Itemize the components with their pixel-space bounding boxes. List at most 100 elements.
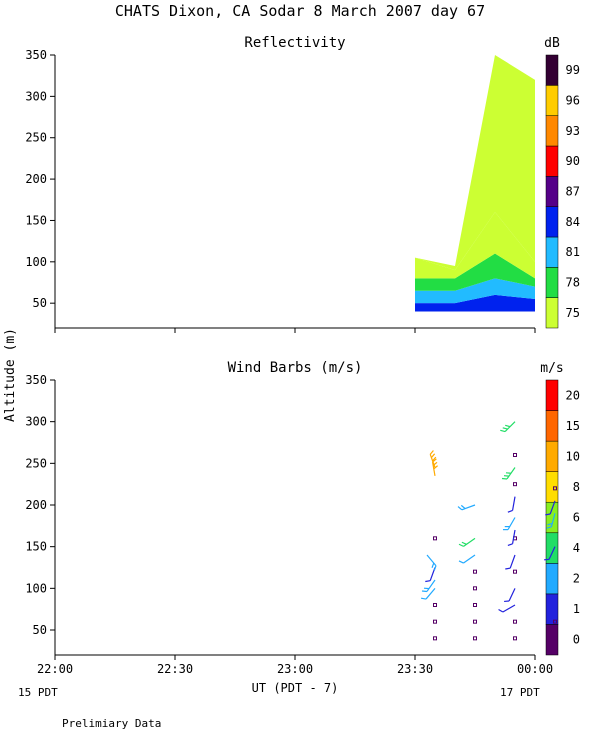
colorbar-label: 15 <box>566 419 580 433</box>
reflectivity-layer <box>415 253 535 291</box>
calm-marker <box>513 482 517 487</box>
wind-barb-feather <box>425 580 431 583</box>
wind-barb-staff <box>461 504 476 511</box>
panel-0: Reflectivity 50 100 150 200 250 300 350 dB 75 78 81… <box>25 35 580 333</box>
y-tick-label: 50 <box>33 623 47 637</box>
colorbar-swatch <box>545 145 559 177</box>
x-tick-label: 23:00 <box>277 662 313 676</box>
colorbar-swatch <box>545 379 559 411</box>
calm-marker <box>473 619 477 624</box>
wind-barb-staff <box>548 546 556 560</box>
wind-barb-feather <box>546 526 552 529</box>
colorbar-swatch <box>545 267 559 298</box>
calm-marker <box>513 453 517 457</box>
wind-barb-feather <box>431 562 435 568</box>
panel-title: Wind Barbs (m/s) <box>228 360 363 376</box>
wind-barb-feather <box>432 456 437 462</box>
y-tick-label: 250 <box>25 131 47 145</box>
wind-barb-staff <box>511 496 516 511</box>
colorbar-label: 84 <box>566 215 580 229</box>
calm-marker <box>513 619 517 624</box>
y-tick-label: 200 <box>25 498 47 512</box>
calm-marker <box>553 486 557 491</box>
wind-barb-feather <box>505 424 511 428</box>
wind-barb-feather <box>547 522 553 526</box>
colorbar-swatch <box>545 297 559 329</box>
wind-barb-staff <box>425 587 436 600</box>
wind-barb-feather <box>430 453 436 459</box>
wind-barb-feather <box>498 608 504 613</box>
wind-barb-feather <box>507 543 513 547</box>
calm-marker <box>553 619 557 624</box>
wind-barb-feather <box>505 567 511 570</box>
reflectivity-layer <box>415 55 535 271</box>
wind-barb-feather <box>433 565 437 571</box>
colorbar-swatch <box>545 176 559 207</box>
x-tick-label: 22:30 <box>157 662 193 676</box>
y-tick-label: 200 <box>25 172 47 186</box>
calm-marker <box>513 636 517 641</box>
colorbar-label: 10 <box>566 449 580 463</box>
colorbar-label: 81 <box>566 245 580 259</box>
colorbar-label: 93 <box>566 124 580 138</box>
wind-barb-staff <box>550 513 556 528</box>
panel-title: Reflectivity <box>244 35 345 51</box>
colorbar-swatch <box>545 236 559 268</box>
wind-barb-feather <box>460 504 466 510</box>
x-axis-label: UT (PDT - 7) <box>252 681 339 695</box>
wind-barb-feather <box>502 427 508 430</box>
wind-barb-staff <box>511 529 516 544</box>
preliminary-note: Prelimiary Data <box>62 717 161 730</box>
colorbar-unit: m/s <box>540 361 563 376</box>
colorbar-label: 96 <box>566 94 580 108</box>
colorbar-swatch <box>545 54 559 86</box>
colorbar-label: 4 <box>573 541 580 555</box>
y-tick-label: 300 <box>25 89 47 103</box>
colorbar-swatch <box>545 563 559 595</box>
wind-barb-feather <box>545 513 551 516</box>
colorbar-swatch <box>545 115 559 147</box>
calm-marker <box>473 586 477 591</box>
calm-marker <box>513 569 517 574</box>
x-tick-label: 00:00 <box>517 662 553 676</box>
wind-barb-staff <box>463 554 476 564</box>
colorbar-swatch <box>545 440 559 472</box>
wind-barb-staff <box>507 517 516 530</box>
wind-barb-staff <box>426 554 437 567</box>
calm-marker <box>473 569 477 574</box>
colorbar-label: 6 <box>573 511 580 525</box>
wind-barb-feather <box>429 450 434 455</box>
y-tick-label: 100 <box>25 581 47 595</box>
wind-barb-staff <box>502 604 516 613</box>
y-tick-label: 300 <box>25 415 47 429</box>
reflectivity-layer <box>415 212 535 279</box>
end-date-label: 17 PDT <box>500 686 540 699</box>
wind-barb-feather <box>420 597 427 600</box>
colorbar-label: 20 <box>566 388 580 402</box>
reflectivity-layer <box>415 294 535 312</box>
calm-marker <box>553 636 557 641</box>
wind-barb-feather <box>458 543 464 547</box>
start-date-label: 15 PDT <box>18 686 58 699</box>
wind-barb-feather <box>458 560 464 564</box>
calm-marker <box>433 636 437 641</box>
y-tick-label: 250 <box>25 456 47 470</box>
y-tick-label: 350 <box>25 373 47 387</box>
panel-1: Wind Barbs (m/s) 50 100 150 200 250 300 350 22:0… <box>25 360 580 676</box>
wind-barb-feather <box>507 509 513 513</box>
colorbar-swatch <box>545 85 559 116</box>
x-tick-label: 22:00 <box>37 662 73 676</box>
colorbar-label: 75 <box>566 306 580 320</box>
calm-marker <box>433 536 437 541</box>
figure-title: CHATS Dixon, CA Sodar 8 March 2007 day 6… <box>115 2 485 20</box>
calm-marker <box>433 603 437 607</box>
y-tick-label: 150 <box>25 540 47 554</box>
x-tick-label: 23:30 <box>397 662 433 676</box>
wind-barb-staff <box>426 579 436 592</box>
reflectivity-layer <box>415 278 535 304</box>
y-axis-label: Altitude (m) <box>3 328 18 422</box>
wind-barb-staff <box>463 537 476 547</box>
y-tick-label: 350 <box>25 48 47 62</box>
calm-marker <box>433 619 437 624</box>
